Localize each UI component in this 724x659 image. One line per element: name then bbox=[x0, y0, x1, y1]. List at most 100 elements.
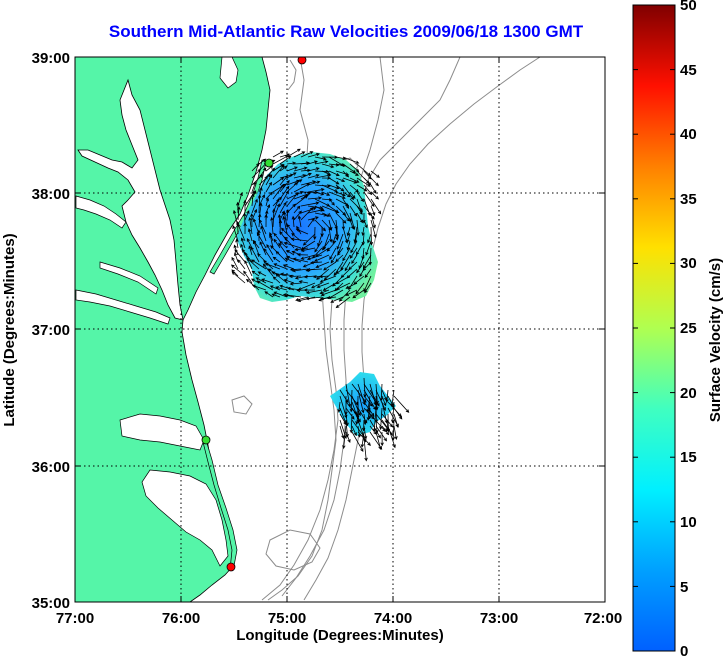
velocity-arrow bbox=[251, 284, 267, 291]
velocity-arrow bbox=[356, 261, 365, 274]
velocity-arrow bbox=[277, 214, 282, 228]
velocity-arrow bbox=[314, 219, 327, 232]
x-tick-label: 72:00 bbox=[584, 610, 622, 627]
colorbar-tick-label: 45 bbox=[680, 62, 697, 79]
velocity-arrow bbox=[363, 177, 372, 186]
velocity-arrow bbox=[372, 407, 377, 433]
velocity-arrow bbox=[342, 177, 358, 184]
y-tick-label: 37:00 bbox=[32, 322, 70, 339]
velocity-arrow bbox=[370, 184, 377, 194]
velocity-arrow bbox=[328, 184, 340, 190]
velocity-arrow bbox=[250, 246, 260, 263]
velocity-arrow bbox=[272, 276, 281, 284]
velocity-arrow bbox=[342, 170, 350, 178]
velocity-arrow bbox=[356, 163, 371, 177]
velocity-arrow bbox=[290, 237, 309, 242]
velocity-arrow bbox=[243, 222, 247, 235]
velocity-arrow bbox=[356, 219, 360, 236]
shelf-contour-3 bbox=[281, 57, 461, 597]
velocity-arrow bbox=[272, 208, 276, 228]
velocity-arrow bbox=[295, 228, 309, 235]
velocity-arrow bbox=[335, 226, 339, 241]
velocity-arrow bbox=[349, 177, 360, 183]
velocity-arrow bbox=[335, 212, 347, 224]
velocity-arrow bbox=[262, 263, 274, 277]
velocity-arrow bbox=[356, 184, 368, 192]
velocity-arrow bbox=[300, 247, 316, 252]
velocity-arrow bbox=[364, 282, 372, 294]
velocity-arrow bbox=[332, 233, 337, 244]
velocity-arrow bbox=[351, 425, 357, 437]
velocity-arrow bbox=[265, 181, 272, 193]
outer-banks-station-marker[interactable] bbox=[201, 435, 211, 445]
velocity-arrow bbox=[251, 181, 257, 193]
velocity-arrow bbox=[279, 155, 292, 165]
velocity-arrow bbox=[328, 205, 339, 213]
velocity-arrow bbox=[306, 267, 323, 272]
y-tick-label: 38:00 bbox=[32, 186, 70, 203]
velocity-arrow bbox=[321, 170, 332, 176]
velocity-arrow bbox=[307, 174, 320, 179]
velocity-arrow bbox=[257, 271, 267, 277]
velocity-arrow bbox=[316, 282, 330, 288]
velocity-arrow bbox=[269, 233, 274, 249]
delmarva-station-marker[interactable] bbox=[264, 158, 274, 168]
velocity-arrow bbox=[313, 254, 330, 262]
y-axis-title: Latitude (Degrees:Minutes) bbox=[1, 233, 18, 426]
northern-station-marker[interactable] bbox=[297, 56, 307, 65]
velocity-arrow bbox=[364, 268, 372, 279]
velocity-arrow bbox=[328, 198, 335, 206]
velocity-arrow bbox=[236, 221, 240, 235]
velocity-arrow bbox=[279, 180, 290, 193]
velocity-arrow bbox=[271, 293, 281, 298]
velocity-arrow bbox=[272, 184, 285, 200]
james-river bbox=[75, 289, 171, 325]
velocity-arrow bbox=[232, 225, 239, 242]
velocity-arrow bbox=[246, 257, 260, 270]
velocity-arrow bbox=[300, 172, 312, 179]
velocity-arrow bbox=[237, 223, 246, 242]
velocity-arrow bbox=[328, 226, 333, 243]
albemarle-sound bbox=[119, 413, 205, 451]
velocity-arrow bbox=[235, 238, 239, 249]
velocity-arrow bbox=[356, 205, 363, 215]
velocity-arrow bbox=[250, 213, 254, 228]
velocity-arrow bbox=[314, 156, 327, 161]
velocity-arrow bbox=[349, 413, 354, 434]
colorbar: 50 45 40 35 30 25 20 15 10 5 0 Surface V… bbox=[632, 0, 724, 659]
velocity-arrow bbox=[335, 268, 344, 274]
shelf-contour-8 bbox=[265, 529, 321, 571]
colorbar-gradient bbox=[632, 4, 676, 652]
hatteras-station-marker[interactable] bbox=[226, 562, 236, 572]
velocity-arrow bbox=[257, 194, 262, 214]
velocity-arrow bbox=[244, 260, 253, 277]
velocity-arrow bbox=[337, 401, 341, 413]
velocity-arrow bbox=[363, 219, 368, 229]
velocity-arrow bbox=[363, 395, 373, 407]
velocity-arrow bbox=[300, 207, 314, 221]
velocity-arrow bbox=[265, 197, 270, 207]
velocity-arrow bbox=[279, 153, 291, 158]
colorbar-tick-label: 0 bbox=[680, 643, 688, 659]
velocity-arrow bbox=[379, 383, 384, 402]
velocity-arrow bbox=[288, 274, 302, 279]
velocity-arrow bbox=[264, 291, 274, 298]
velocity-arrow bbox=[345, 431, 351, 444]
velocity-arrow bbox=[297, 282, 316, 291]
pamlico-sound bbox=[141, 469, 229, 567]
velocity-arrow bbox=[298, 280, 309, 284]
velocity-arrow bbox=[293, 166, 308, 172]
y-tick-label: 39:00 bbox=[32, 50, 70, 67]
velocity-arrow bbox=[293, 183, 310, 193]
velocity-arrow bbox=[353, 233, 358, 244]
velocity-arrow bbox=[370, 205, 376, 216]
velocity-arrow bbox=[327, 289, 344, 300]
velocity-arrow bbox=[286, 172, 297, 179]
velocity-arrow bbox=[230, 264, 246, 277]
velocity-arrow bbox=[344, 261, 351, 272]
velocity-arrow bbox=[370, 198, 382, 215]
velocity-arrow bbox=[385, 419, 389, 433]
velocity-arrow bbox=[348, 261, 358, 270]
velocity-arrow bbox=[322, 282, 337, 291]
velocity-arrow bbox=[259, 219, 267, 235]
